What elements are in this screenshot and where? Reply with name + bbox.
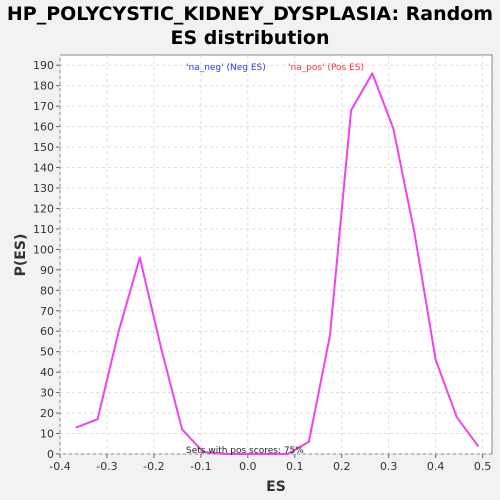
y-tick-label: 170 [33, 100, 54, 113]
y-tick-label: 80 [40, 284, 54, 297]
data-point [138, 256, 141, 259]
data-point [246, 453, 249, 455]
x-tick-label: 0.3 [380, 460, 398, 473]
y-tick-label: 160 [33, 121, 54, 134]
data-point [476, 444, 479, 447]
x-tick-label: -0.4 [49, 460, 70, 473]
y-tick-label: 40 [40, 366, 54, 379]
plot-area [59, 54, 493, 455]
data-point [392, 127, 395, 130]
y-tick-label: 20 [40, 407, 54, 420]
data-point [159, 346, 162, 349]
y-axis-title: P(ES) [13, 234, 29, 277]
legend-entry-neg: 'na_neg' (Neg ES) [186, 63, 266, 73]
data-point [265, 453, 268, 455]
x-axis-title: ES [266, 479, 286, 495]
data-point [117, 330, 120, 333]
y-tick-label: 60 [40, 325, 54, 338]
y-tick-label: 140 [33, 162, 54, 175]
data-point [434, 358, 437, 361]
y-tick-label: 30 [40, 387, 54, 400]
x-tick-label: 0.5 [474, 460, 492, 473]
x-tick-label: -0.2 [143, 460, 164, 473]
data-point [286, 453, 289, 455]
y-tick-label: 110 [33, 223, 54, 236]
data-point [307, 440, 310, 443]
x-tick-label: 0.1 [286, 460, 304, 473]
y-axis: 0 10 20 30 40 50 60 70 80 90 100 110 120 130 140 150 160… [33, 59, 60, 461]
x-axis: -0.4 -0.3 -0.2 -0.1 0.0 0.1 0.2 0.3 0.4 0.5 [49, 454, 491, 473]
chart-title: HP_POLYCYSTIC_KIDNEY_DYSPLASIA: Random E… [0, 2, 500, 50]
y-tick-label: 180 [33, 80, 54, 93]
x-tick-label: 0.2 [333, 460, 351, 473]
data-point [223, 453, 226, 455]
legend-entry-pos: 'na_pos' (Pos ES) [288, 63, 364, 73]
y-tick-label: 90 [40, 264, 54, 277]
annotation-pos-scores: Sets with pos scores: 75% [186, 446, 304, 456]
data-point [350, 109, 353, 112]
data-point [96, 418, 99, 421]
x-tick-label: 0.0 [239, 460, 257, 473]
y-tick-label: 70 [40, 305, 54, 318]
x-tick-label: 0.4 [427, 460, 445, 473]
data-point [371, 72, 374, 75]
data-point [329, 334, 331, 337]
y-tick-label: 10 [40, 428, 54, 441]
y-tick-label: 50 [40, 346, 54, 359]
y-tick-label: 190 [33, 59, 54, 72]
y-tick-label: 0 [47, 448, 54, 461]
y-tick-label: 150 [33, 141, 54, 154]
y-tick-label: 120 [33, 202, 54, 215]
x-tick-label: -0.3 [96, 460, 117, 473]
y-tick-label: 130 [33, 182, 54, 195]
chart-title-line2: ES distribution [170, 27, 330, 49]
data-point [413, 232, 416, 235]
y-tick-label: 100 [33, 243, 54, 256]
data-point [75, 426, 78, 429]
chart-title-line1: HP_POLYCYSTIC_KIDNEY_DYSPLASIA: Random [6, 3, 494, 25]
series-line [76, 72, 479, 455]
legend: 'na_neg' (Neg ES) 'na_pos' (Pos ES) [186, 63, 364, 73]
data-point [202, 450, 205, 453]
x-tick-label: -0.1 [190, 460, 211, 473]
grid-lines [59, 55, 492, 455]
data-point [181, 428, 184, 431]
series-group [75, 72, 479, 455]
data-point [455, 416, 458, 419]
